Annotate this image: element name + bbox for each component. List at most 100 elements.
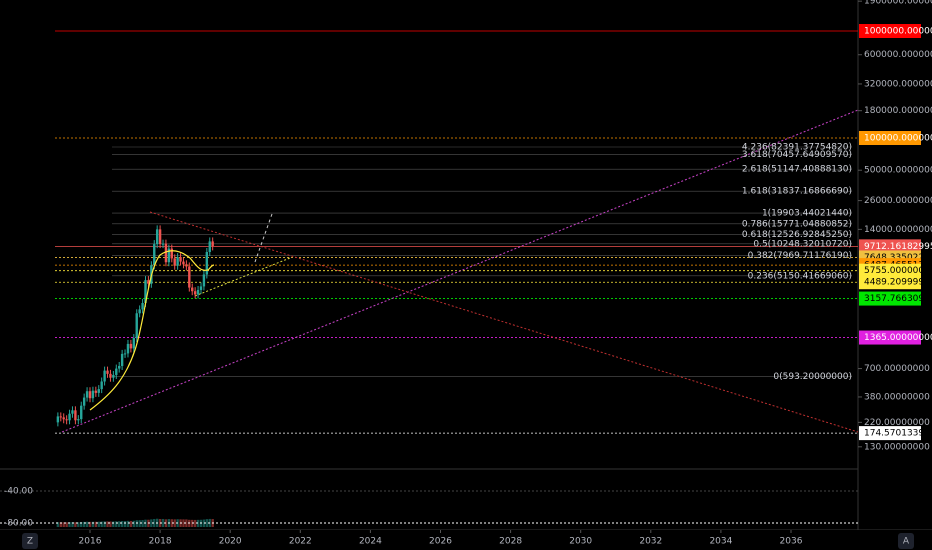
price-tag-label: 1000000.00000000: [864, 27, 932, 37]
fib-label: 0.382(7969.71176190): [748, 251, 852, 261]
candle-body: [120, 353, 124, 366]
price-tick-label: 600000.00000000: [864, 50, 932, 60]
candle-body: [129, 343, 133, 349]
fib-label: 0.618(12526.92845250): [742, 230, 852, 240]
price-tag-label: 3157.76630959: [864, 294, 932, 304]
candle-body: [65, 419, 68, 421]
price-tag: [859, 291, 921, 306]
price-tag: [859, 275, 921, 290]
volume-bar: [112, 521, 115, 527]
candle-body: [80, 405, 83, 420]
fib-label: 0.786(15771.04880852): [742, 219, 852, 229]
candle-body: [88, 391, 92, 399]
volume-bar: [202, 519, 206, 527]
button-a[interactable]: A: [903, 537, 910, 547]
price-tick-label: 50000.00000000: [864, 166, 932, 176]
volume-bar: [170, 519, 173, 527]
candle-body: [193, 291, 197, 295]
candle-body: [155, 229, 159, 245]
volume-bar: [74, 522, 77, 527]
price-tag: [859, 330, 921, 345]
volume-bar: [196, 519, 200, 527]
fib-label: 2.618(51147.40888130): [742, 165, 852, 175]
volume-bar: [138, 520, 141, 527]
candle-body: [164, 243, 168, 263]
candle-body: [118, 365, 121, 369]
volume-bar: [62, 522, 65, 527]
price-tick-label: 380.00000000: [864, 392, 930, 402]
volume-bar: [123, 521, 127, 527]
candle-body: [100, 381, 103, 390]
volume-bar: [97, 521, 100, 527]
volume-bar: [173, 519, 176, 527]
time-tick-label: 2028: [499, 537, 522, 547]
candle-body: [59, 416, 62, 418]
price-tag: [859, 131, 921, 145]
button-z[interactable]: Z: [27, 537, 33, 547]
candle-body: [91, 390, 95, 399]
candle-body: [85, 391, 89, 398]
price-tick-label: 320000.00000000: [864, 79, 932, 89]
candle-body: [109, 373, 112, 378]
button-bg[interactable]: [898, 533, 914, 549]
price-tag-label: 5755.00000000: [864, 266, 932, 276]
button-bg[interactable]: [22, 533, 38, 549]
time-tick-label: 2032: [639, 537, 662, 547]
volume-bar: [56, 522, 60, 527]
price-tick-label: 1900000.00000000: [864, 0, 932, 7]
candle-body: [211, 241, 214, 247]
candle-body: [158, 229, 162, 245]
candle-body: [153, 244, 156, 266]
candle-body: [196, 289, 200, 295]
price-tag: [859, 24, 921, 38]
candle-body: [74, 410, 77, 421]
volume-bar: [118, 521, 121, 527]
price-tick-label: 14000.00000000: [864, 225, 932, 235]
volume-bar: [71, 522, 74, 527]
price-tag-label: 100000.00000000: [864, 134, 932, 144]
volume-bar: [193, 519, 197, 527]
candle-body: [56, 416, 60, 423]
candle-body: [135, 313, 138, 339]
moving-average: [89, 250, 215, 411]
candle-body: [167, 248, 171, 263]
trend-line: [61, 109, 859, 433]
volume-bar: [132, 520, 136, 527]
time-tick-label: 2024: [359, 537, 382, 547]
fib-label: 3.618(70457.64909570): [742, 150, 852, 160]
candle-body: [185, 264, 188, 267]
volume-bar: [82, 521, 86, 527]
time-tick-label: 2018: [149, 537, 172, 547]
candle-body: [182, 261, 185, 265]
fib-label: 1.618(31837.16866690): [742, 187, 852, 197]
volume-bar: [161, 518, 165, 527]
time-tick-label: 2026: [429, 537, 452, 547]
price-tag-label: 9712.16182995: [864, 242, 932, 252]
volume-bar: [91, 521, 95, 527]
fib-label: 0.236(5150.41669060): [748, 271, 852, 281]
volume-bar: [85, 521, 89, 527]
candle-body: [126, 343, 130, 354]
volume-bar: [103, 521, 106, 527]
volume-bar: [141, 520, 144, 527]
candle-body: [179, 257, 182, 262]
volume-bar: [59, 522, 62, 527]
volume-bar: [185, 519, 188, 527]
volume-bar: [205, 519, 209, 527]
candle-body: [94, 390, 98, 393]
fib-label: 1(19903.44021440): [762, 209, 852, 219]
volume-bar: [182, 519, 185, 527]
price-tick-label: 220.00000000: [864, 418, 930, 428]
volume-bar: [129, 520, 133, 527]
candle-body: [141, 303, 144, 310]
price-tag-label: 174.57013390: [864, 429, 930, 439]
candle-body: [62, 417, 65, 420]
time-tick-label: 2036: [780, 537, 803, 547]
fib-label: 4.236(82391.37754820): [742, 143, 852, 153]
candle-body: [106, 370, 109, 374]
volume-bar: [65, 522, 68, 527]
candle-body: [161, 243, 165, 245]
indicator-tick-label: -40.00: [4, 487, 33, 497]
candle-body: [112, 374, 115, 378]
